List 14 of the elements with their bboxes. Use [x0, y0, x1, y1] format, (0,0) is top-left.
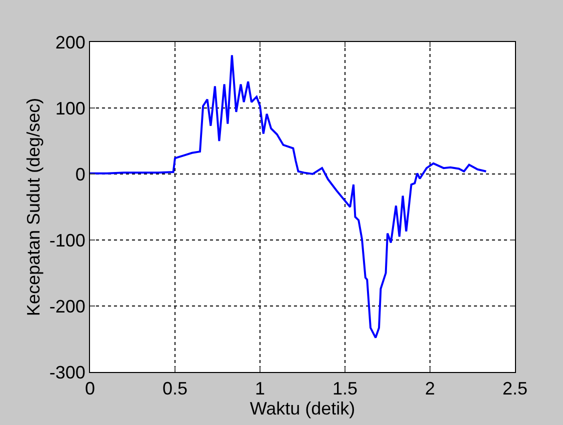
y-tick-label: 100 [55, 98, 86, 118]
line-series [90, 54, 488, 339]
x-tick-label: 0.5 [162, 378, 188, 399]
y-tick-label: -100 [49, 230, 86, 250]
y-tick-label: 0 [75, 164, 86, 184]
y-axis-title: Kecepatan Sudut (deg/sec) [24, 98, 44, 316]
y-tick-label: 200 [55, 32, 86, 52]
x-tick-label: 2 [424, 378, 436, 399]
x-tick-label: 1.5 [332, 378, 358, 399]
x-tick-label: 2.5 [502, 378, 528, 399]
x-tick-label: 1 [254, 378, 266, 399]
x-axis-title: Waktu (detik) [250, 398, 356, 419]
y-tick-label: -200 [49, 296, 86, 316]
y-tick-label: -300 [49, 362, 86, 382]
